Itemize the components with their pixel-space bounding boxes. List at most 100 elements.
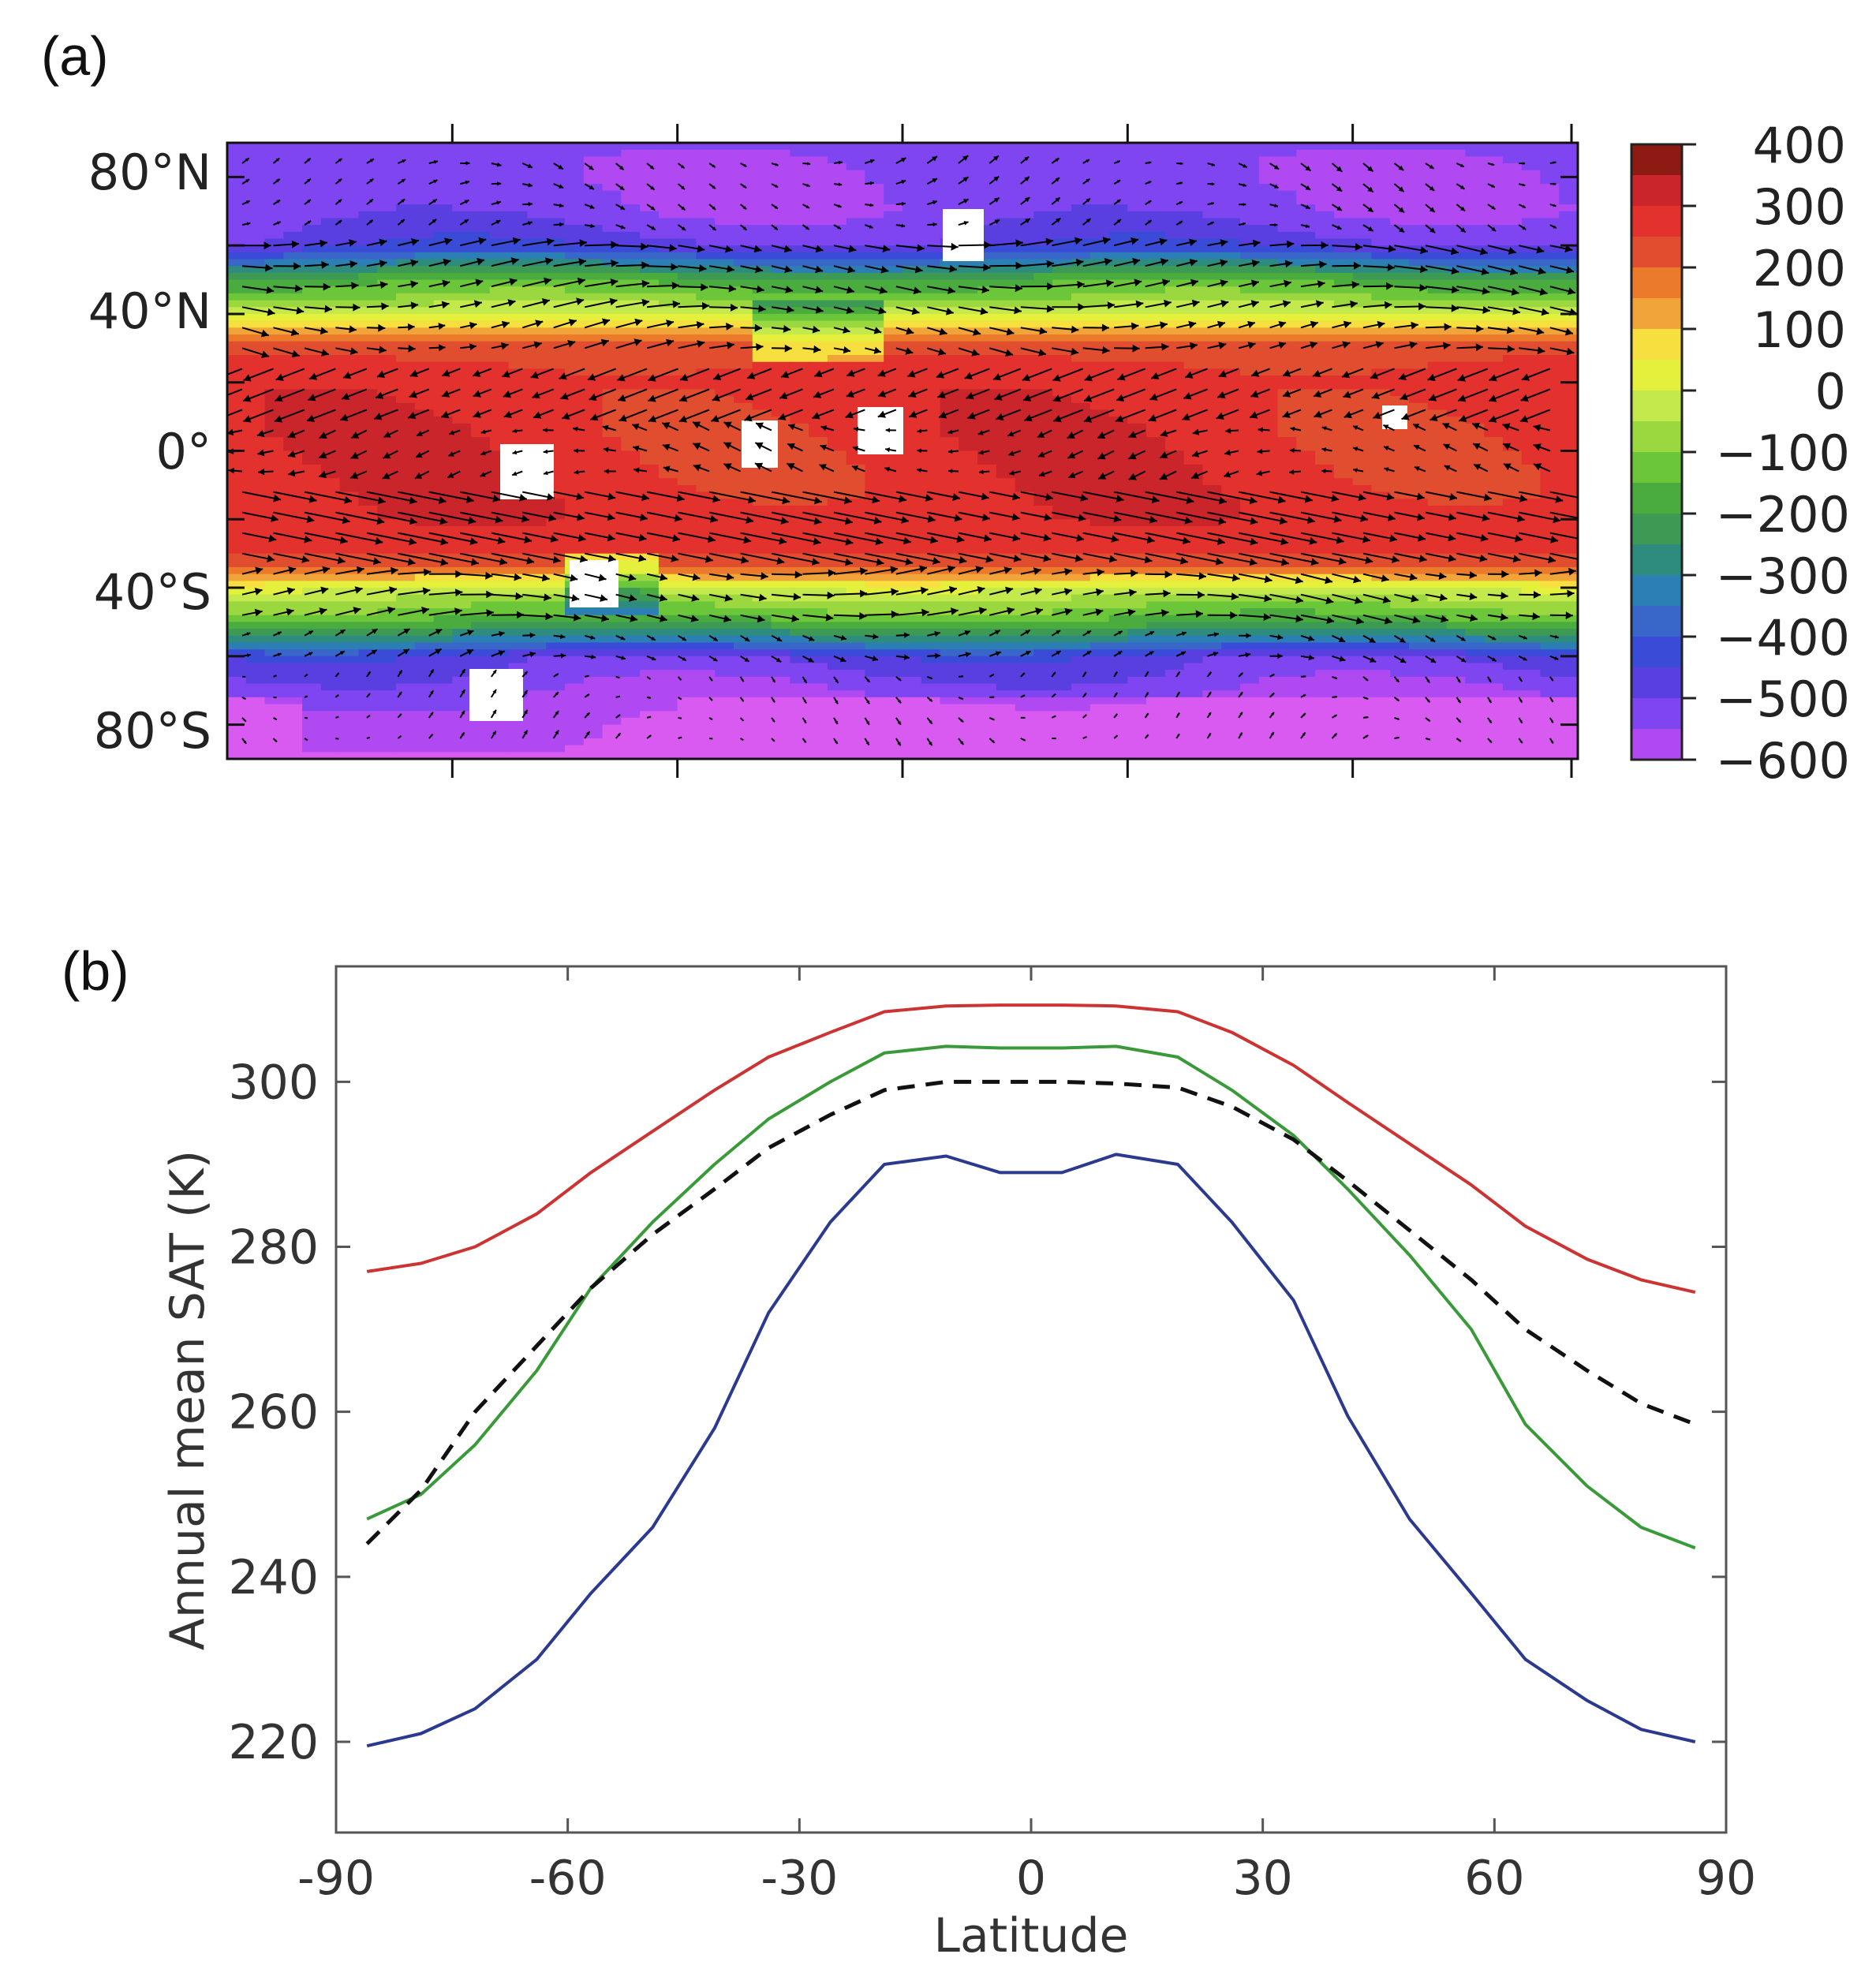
contour-cell <box>1390 211 1410 219</box>
contour-cell <box>1465 471 1485 479</box>
contour-cell <box>489 471 510 479</box>
contour-cell <box>827 341 847 349</box>
contour-cell <box>977 464 997 473</box>
contour-cell <box>302 238 322 246</box>
contour-cell <box>621 601 641 609</box>
contour-cell <box>1296 450 1316 458</box>
contour-cell <box>1409 334 1429 342</box>
contour-cell <box>1352 231 1373 240</box>
contour-cell <box>1127 547 1147 555</box>
contour-cell <box>696 437 716 445</box>
contour-cell <box>977 458 997 465</box>
contour-cell <box>677 348 697 356</box>
contour-cell <box>1277 348 1297 356</box>
contour-cell <box>1409 361 1429 369</box>
contour-cell <box>1540 307 1560 315</box>
contour-cell <box>302 608 322 616</box>
contour-cell <box>245 149 266 157</box>
contour-cell <box>245 581 266 588</box>
contour-cell <box>527 402 547 411</box>
contour-cell <box>1409 293 1429 301</box>
contour-cell <box>1221 450 1241 458</box>
contour-cell <box>1333 225 1354 233</box>
contour-cell <box>433 547 453 555</box>
contour-cell <box>1446 608 1466 616</box>
contour-cell <box>508 402 529 411</box>
contour-cell <box>902 348 922 356</box>
contour-cell <box>1277 197 1297 205</box>
contour-cell <box>640 553 660 561</box>
contour-cell <box>396 499 416 506</box>
contour-cell <box>283 300 303 308</box>
contour-cell <box>358 519 378 527</box>
contour-cell <box>1052 437 1072 445</box>
contour-cell <box>320 601 341 609</box>
contour-cell <box>452 197 472 205</box>
contour-cell <box>583 417 604 424</box>
contour-cell <box>827 211 847 219</box>
contour-cell <box>1409 389 1429 397</box>
contour-cell <box>827 361 847 369</box>
contour-cell <box>771 389 790 397</box>
contour-cell <box>527 177 547 185</box>
contour-cell <box>1371 149 1391 157</box>
contour-cell <box>884 547 903 555</box>
contour-cell <box>227 149 247 157</box>
contour-cell <box>621 177 641 185</box>
contour-cell <box>921 519 941 527</box>
contour-cell <box>865 320 884 328</box>
contour-cell <box>996 334 1016 342</box>
contour-cell <box>264 218 284 226</box>
contour-cell <box>1071 355 1091 363</box>
contour-cell <box>1465 252 1485 260</box>
contour-cell <box>1127 313 1147 322</box>
contour-cell <box>1015 553 1035 561</box>
contour-cell <box>602 211 622 219</box>
contour-cell <box>752 211 772 219</box>
contour-cell <box>790 156 809 164</box>
contour-cell <box>1352 184 1373 192</box>
contour-cell <box>902 505 922 514</box>
contour-cell <box>1164 190 1185 198</box>
contour-cell <box>940 375 959 383</box>
contour-cell <box>508 252 529 260</box>
contour-cell <box>827 553 847 561</box>
contour-cell <box>977 443 997 452</box>
contour-cell <box>1371 327 1391 335</box>
contour-cell <box>1446 553 1466 561</box>
contour-cell <box>809 341 828 349</box>
contour-cell <box>1502 149 1523 157</box>
contour-cell <box>452 177 472 185</box>
contour-cell <box>884 505 903 514</box>
contour-cell <box>640 478 660 486</box>
contour-cell <box>884 560 903 568</box>
contour-cell <box>1183 245 1204 253</box>
contour-cell <box>546 389 566 397</box>
contour-cell <box>1390 560 1410 568</box>
contour-cell <box>245 266 266 274</box>
contour-cell <box>977 491 997 499</box>
contour-cell <box>1052 382 1072 390</box>
contour-cell <box>1015 491 1035 499</box>
contour-cell <box>377 574 397 581</box>
contour-cell <box>583 382 604 390</box>
contour-cell <box>1015 464 1035 473</box>
contour-cell <box>734 334 753 342</box>
contour-cell <box>771 608 790 616</box>
contour-cell <box>433 430 453 438</box>
contour-cell <box>1183 423 1204 432</box>
contour-cell <box>302 225 322 233</box>
contour-cell <box>1315 396 1335 404</box>
contour-cell <box>1446 478 1466 486</box>
contour-cell <box>677 567 697 575</box>
contour-cell <box>302 204 322 212</box>
contour-cell <box>546 588 566 596</box>
contour-cell <box>1127 478 1147 486</box>
contour-cell <box>546 567 566 575</box>
contour-cell <box>508 313 529 322</box>
contour-cell <box>1258 361 1279 369</box>
contour-cell <box>771 184 790 192</box>
contour-cell <box>264 588 284 596</box>
contour-cell <box>996 320 1016 328</box>
contour-cell <box>1240 252 1260 260</box>
